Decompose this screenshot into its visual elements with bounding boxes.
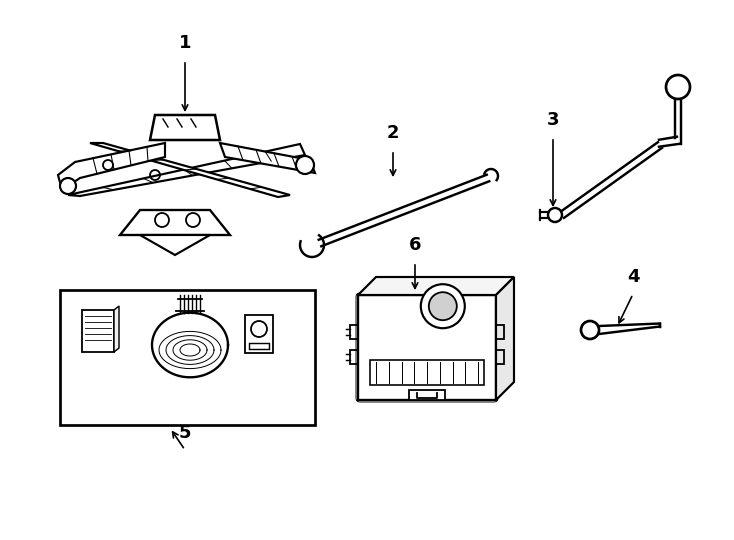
Polygon shape <box>114 306 119 352</box>
Polygon shape <box>82 310 114 352</box>
Text: 2: 2 <box>387 124 399 142</box>
Polygon shape <box>358 277 514 295</box>
Circle shape <box>251 321 267 337</box>
Circle shape <box>548 208 562 222</box>
Text: 5: 5 <box>179 424 192 442</box>
Circle shape <box>429 292 457 320</box>
Polygon shape <box>245 315 273 353</box>
Polygon shape <box>496 277 514 400</box>
Circle shape <box>581 321 599 339</box>
Polygon shape <box>120 210 230 235</box>
Polygon shape <box>58 143 165 190</box>
Polygon shape <box>220 143 315 173</box>
Polygon shape <box>409 390 445 400</box>
Polygon shape <box>358 295 496 400</box>
Text: 4: 4 <box>627 268 639 286</box>
Polygon shape <box>152 313 228 377</box>
Circle shape <box>60 178 76 194</box>
Circle shape <box>421 284 465 328</box>
Circle shape <box>666 75 690 99</box>
Text: 6: 6 <box>409 236 421 254</box>
Text: 1: 1 <box>179 34 192 52</box>
Polygon shape <box>90 143 290 197</box>
Text: 3: 3 <box>547 111 559 129</box>
Polygon shape <box>68 144 305 196</box>
Circle shape <box>296 156 314 174</box>
Polygon shape <box>140 235 210 255</box>
